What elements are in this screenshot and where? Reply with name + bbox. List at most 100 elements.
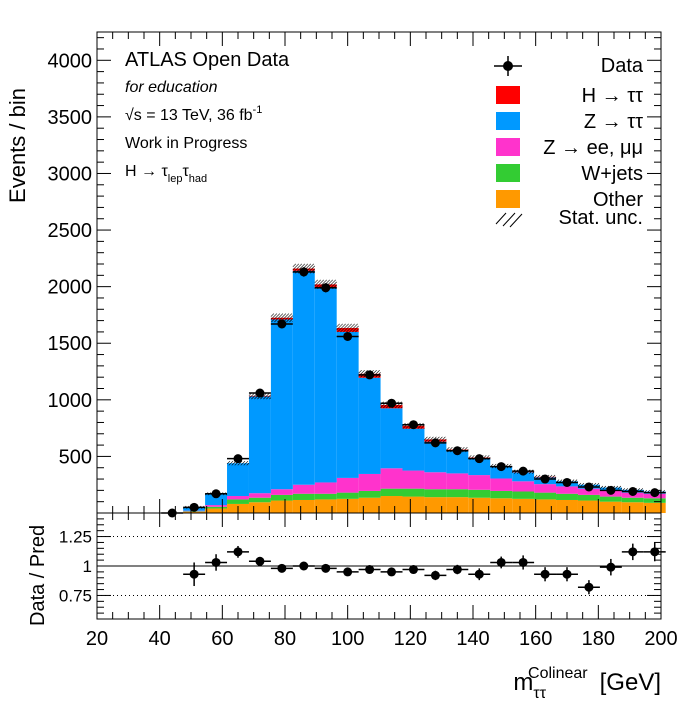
ratio-point-20 — [621, 543, 644, 561]
hatch-line — [289, 318, 294, 323]
bar-z-ee--19 — [577, 488, 600, 495]
ratio-point-4 — [270, 563, 293, 573]
stat-unc-bin-8 — [336, 323, 359, 333]
legend-label-3: W+jets — [581, 163, 643, 185]
ratio-marker — [628, 547, 638, 557]
bar-z-ee--4 — [248, 493, 271, 498]
bar-z-ee--6 — [292, 484, 315, 494]
y-tick-label: 2500 — [48, 220, 93, 242]
channel-sub-had: had — [189, 173, 207, 185]
data-point-7 — [314, 283, 337, 293]
hatch-line — [269, 397, 272, 400]
bar-z-ee--7 — [314, 482, 337, 494]
hatch-line — [283, 313, 293, 323]
legend-swatch-3 — [496, 164, 520, 182]
hatch-line — [360, 370, 368, 378]
hatch-line — [398, 403, 403, 409]
data-marker — [233, 454, 243, 464]
bar-z--13 — [446, 451, 469, 474]
data-marker — [365, 370, 375, 380]
legend-label-0: H → ττ — [582, 85, 643, 107]
hatch-line — [620, 487, 623, 490]
bar-other-5 — [270, 500, 293, 513]
hatch-line — [270, 313, 278, 320]
ratio-y-axis-label: Data / Pred — [27, 525, 49, 626]
bar-z-ee--15 — [490, 478, 513, 491]
ratio-point-14 — [490, 556, 513, 569]
bar-other-4 — [248, 502, 271, 513]
main-y-ticks: 500 1000 1500 2000 2500 3000 3500 4000 — [48, 37, 661, 503]
hatch-line — [446, 446, 450, 451]
legend-label-4: Other — [593, 189, 643, 211]
ratio-y-tick-label: 1 — [83, 557, 92, 576]
x-label-unit: [GeV] — [600, 669, 661, 696]
channel-tau: τ — [182, 163, 189, 180]
hatch-line — [343, 323, 352, 333]
ratio-marker — [584, 582, 594, 592]
hatch-line — [243, 460, 249, 466]
bar-z-ee--12 — [424, 472, 447, 490]
bar-w+jets-2 — [205, 506, 228, 509]
main-y-axis-label: Events / bin — [5, 88, 30, 203]
main-panel: 500 1000 1500 2000 2500 3000 3500 4000 Events /… — [5, 31, 666, 518]
bar-other-7 — [314, 499, 337, 513]
data-point-18 — [556, 477, 578, 487]
ratio-marker — [365, 565, 375, 575]
bar-other-9 — [358, 497, 381, 513]
hatch-line — [468, 455, 472, 459]
data-point-13 — [446, 446, 469, 456]
legend-label-1: Z → ττ — [584, 111, 643, 133]
bar-other-20 — [599, 501, 622, 513]
bar-z--6 — [292, 270, 315, 485]
hatch-line — [355, 328, 359, 333]
hatch-line — [336, 323, 340, 328]
main-x-ticks — [96, 32, 662, 513]
bar-z-ee--9 — [358, 473, 381, 491]
ratio-point-6 — [314, 563, 337, 573]
data-marker — [189, 502, 199, 512]
data-marker — [650, 488, 660, 498]
bar-w+jets-17 — [534, 492, 557, 500]
hatch-line — [240, 460, 246, 466]
x-tick-label: 160 — [519, 628, 552, 650]
bar-w+jets-13 — [446, 489, 469, 498]
data-marker — [321, 283, 331, 293]
data-marker — [255, 388, 265, 398]
ratio-marker — [430, 570, 440, 580]
bar-w+jets-11 — [402, 488, 425, 497]
data-marker — [540, 474, 550, 484]
bar-z-ee--2 — [205, 505, 228, 507]
data-marker — [343, 331, 353, 341]
data-point-4 — [248, 388, 271, 398]
hatch-line — [420, 424, 425, 429]
bar-other-13 — [446, 497, 469, 513]
y-tick-label: 1000 — [48, 390, 93, 412]
bar-z-ee--18 — [556, 486, 578, 494]
bar-z-ee--10 — [380, 468, 403, 489]
legend-stat-marker — [495, 212, 523, 228]
data-marker — [606, 485, 616, 495]
bar-other-15 — [490, 498, 513, 513]
y-tick-label: 1500 — [48, 333, 93, 355]
bar-w+jets-10 — [380, 488, 403, 497]
x-tick-label: 40 — [149, 628, 171, 650]
data-point-16 — [512, 466, 535, 476]
x-tick-label: 180 — [582, 628, 615, 650]
data-marker — [496, 462, 506, 472]
bar-w+jets-9 — [358, 490, 381, 498]
bar-other-11 — [402, 496, 425, 513]
data-points — [161, 267, 666, 518]
bar-z--2 — [205, 493, 228, 506]
atlas-annotation: ATLAS Open Data for education √s = 13 Te… — [125, 49, 290, 185]
ratio-point-15 — [512, 555, 535, 570]
bar-z--8 — [336, 331, 359, 478]
bar-z-ee--14 — [468, 475, 491, 490]
ratio-marker — [452, 565, 462, 575]
ratio-marker — [606, 562, 616, 572]
bar-z-ee--8 — [336, 477, 359, 493]
hatch-line — [277, 313, 287, 323]
bar-z--14 — [468, 458, 491, 476]
x-axis-label: mττ Colinear [GeV] — [513, 665, 661, 702]
ratio-marker — [211, 557, 221, 567]
